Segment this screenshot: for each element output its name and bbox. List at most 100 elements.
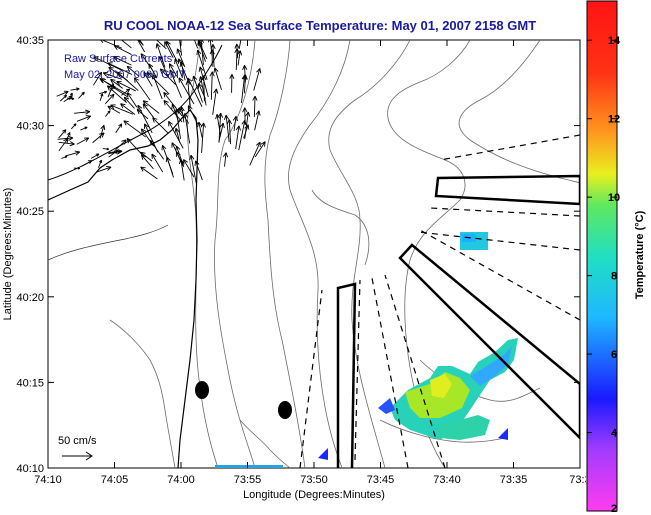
current-vector: [163, 99, 183, 123]
current-vector: [58, 129, 67, 139]
current-vector: [73, 167, 81, 170]
current-vector: [113, 56, 132, 66]
current-vector: [175, 145, 185, 168]
current-vector: [100, 40, 123, 49]
current-vectors: [56, 40, 266, 184]
current-vector: [61, 155, 68, 159]
current-vector: [189, 154, 197, 184]
current-vector: [137, 40, 146, 53]
current-vector: [197, 40, 206, 62]
current-vector: [90, 153, 100, 159]
current-vector: [102, 147, 110, 151]
current-vector: [120, 103, 136, 115]
current-vector: [213, 67, 222, 90]
x-tick-label: 74:10: [34, 474, 62, 486]
current-vector: [229, 74, 235, 93]
colorbar-tick-label: 4: [611, 428, 618, 440]
y-tick-label: 40:25: [16, 206, 44, 218]
current-vector: [123, 120, 147, 138]
current-vector: [137, 40, 144, 46]
x-tick-label: 73:50: [300, 474, 328, 486]
x-tick-label: 73:55: [234, 474, 262, 486]
current-vector: [187, 105, 199, 125]
current-vector: [115, 123, 123, 134]
y-tick-label: 40:30: [16, 121, 44, 133]
current-vector: [164, 41, 174, 58]
current-vector: [238, 40, 242, 50]
current-vector: [210, 44, 216, 68]
current-vector: [240, 74, 247, 104]
current-vector: [110, 78, 123, 89]
current-vector: [126, 92, 138, 108]
current-vector: [192, 75, 203, 103]
current-vector: [123, 96, 135, 109]
current-vector: [207, 40, 214, 56]
current-vector: [232, 115, 239, 132]
current-vector: [76, 137, 90, 145]
colorbar-gradient: [586, 0, 618, 512]
current-vector: [106, 85, 127, 104]
x-axis-ticks: 74:10 74:05 74:00 73:55 73:50 73:45 73:40 73:35…: [34, 40, 586, 486]
current-vector: [102, 71, 123, 80]
scale-arrow: [62, 451, 93, 461]
current-vector: [70, 87, 80, 91]
y-tick-label: 40:20: [16, 292, 44, 304]
current-vector: [104, 93, 115, 105]
current-vector: [109, 86, 116, 92]
colorbar-ticks: 14 12 10 8 6 4 2: [587, 35, 621, 515]
x-tick-label: 73:45: [367, 474, 395, 486]
current-vector: [56, 90, 69, 97]
x-tick-label: 74:00: [167, 474, 195, 486]
current-vector: [99, 90, 108, 95]
current-vector: [215, 114, 221, 135]
site-marker: [278, 401, 292, 419]
colorbar-label: Temperature (°C): [634, 210, 646, 299]
current-vector: [183, 159, 195, 178]
current-vector: [108, 149, 122, 155]
current-vector: [58, 138, 69, 152]
current-vector: [253, 68, 262, 91]
current-vector: [198, 66, 209, 98]
site-marker: [195, 381, 209, 399]
current-vector: [58, 141, 75, 147]
current-vector: [218, 122, 225, 143]
current-vector: [140, 53, 153, 70]
current-vector: [98, 159, 103, 168]
current-vector: [234, 43, 240, 59]
current-vector: [197, 121, 203, 138]
current-vector: [212, 88, 219, 115]
current-vector: [121, 88, 131, 96]
current-vector: [194, 160, 203, 181]
current-vector: [174, 127, 181, 144]
sst-map: Raw Surface Currents May 02, 2007 0000 G…: [2, 35, 586, 501]
colorbar-tick-label: 10: [608, 192, 620, 204]
current-vector: [155, 43, 166, 68]
inland-contour: [48, 224, 169, 261]
colorbar-tick-label: 14: [608, 35, 621, 47]
current-vector: [168, 63, 178, 77]
y-axis-ticks: 40:35 40:30 40:25 40:20 40:15 40:10: [16, 35, 580, 475]
current-vector: [63, 95, 73, 103]
current-vector: [238, 120, 247, 151]
map-title: RU COOL NOAA-12 Sea Surface Temperature:…: [103, 18, 537, 33]
x-tick-label: 73:40: [433, 474, 461, 486]
current-vector: [96, 166, 112, 173]
current-vector: [179, 61, 186, 81]
current-vector: [139, 40, 144, 46]
current-vector: [198, 76, 207, 106]
current-vector: [80, 126, 88, 131]
current-vector: [143, 71, 153, 87]
current-vector: [117, 71, 139, 91]
current-vector: [142, 103, 155, 119]
current-vector: [78, 91, 85, 99]
current-vector: [81, 160, 93, 167]
current-vector: [137, 104, 153, 134]
current-vector: [151, 153, 164, 173]
current-vector: [74, 109, 91, 115]
current-vector: [185, 80, 191, 108]
y-tick-label: 40:10: [16, 463, 44, 475]
current-vector: [235, 125, 241, 150]
current-vector: [133, 77, 151, 101]
current-vector: [126, 137, 145, 157]
current-vector: [175, 151, 184, 167]
